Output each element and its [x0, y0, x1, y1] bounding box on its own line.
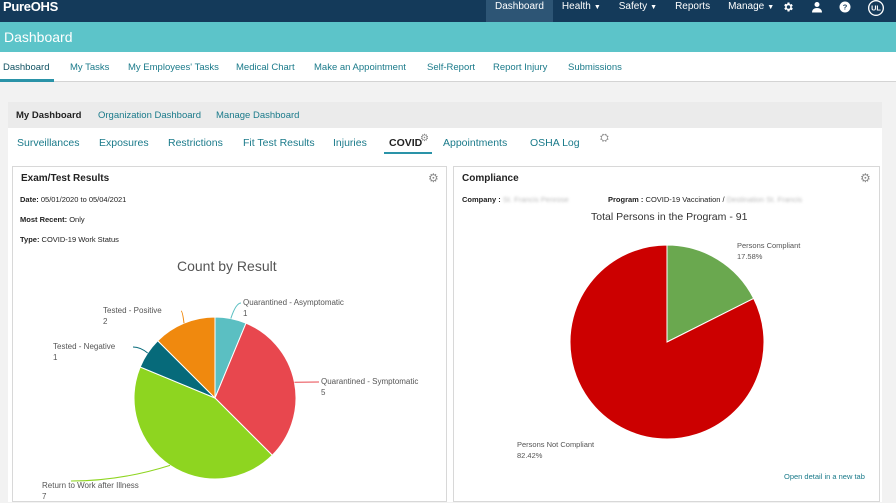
top-nav: Dashboard Health▼ Safety▼ Reports Manage…	[486, 0, 783, 22]
tab-fit-test-results[interactable]: Fit Test Results	[243, 137, 315, 149]
topnav-health[interactable]: Health▼	[553, 0, 610, 22]
subnav-make-appointment[interactable]: Make an Appointment	[314, 62, 406, 73]
subnav-self-report[interactable]: Self-Report	[427, 62, 475, 73]
top-bar: PureOHS Dashboard Health▼ Safety▼ Report…	[0, 0, 896, 22]
exam-test-results-card: Exam/Test Results ⚙ Date: 05/01/2020 to …	[12, 166, 447, 502]
pureohs-logo[interactable]: PureOHS	[3, 0, 58, 14]
active-tab-indicator	[0, 79, 54, 82]
caret-down-icon: ▼	[650, 4, 657, 11]
leader-line	[133, 347, 148, 353]
tab-covid[interactable]: COVID	[389, 137, 422, 149]
subnav-my-tasks[interactable]: My Tasks	[70, 62, 109, 73]
topnav-manage[interactable]: Manage▼	[719, 0, 783, 22]
dashboard-panel: My Dashboard Organization Dashboard Mana…	[8, 102, 882, 502]
topnav-reports[interactable]: Reports	[666, 0, 719, 22]
gear-icon[interactable]: ⚙	[420, 133, 429, 144]
tab-manage-dashboard[interactable]: Manage Dashboard	[216, 110, 299, 121]
count-by-result-pie	[13, 167, 448, 503]
tab-injuries[interactable]: Injuries	[333, 137, 367, 149]
leader-line	[71, 465, 170, 481]
open-detail-link[interactable]: Open detail in a new tab	[784, 472, 865, 481]
page-banner: Dashboard	[0, 22, 896, 52]
active-tab-indicator	[384, 152, 432, 154]
tab-surveillances[interactable]: Surveillances	[17, 137, 79, 149]
subnav-submissions[interactable]: Submissions	[568, 62, 622, 73]
compliance-card: Compliance ⚙ Company : St. Francis Penro…	[453, 166, 880, 502]
gear-icon[interactable]	[778, 0, 798, 16]
user-icon[interactable]	[807, 0, 827, 16]
page-title: Dashboard	[4, 29, 73, 45]
subnav-dashboard[interactable]: Dashboard	[3, 62, 49, 73]
sub-nav: Dashboard My Tasks My Employees' Tasks M…	[0, 52, 896, 82]
tab-osha-log[interactable]: OSHA Log	[530, 137, 580, 149]
ul-logo-icon[interactable]: UL	[866, 0, 886, 16]
camera-settings-icon[interactable]: ⛭	[600, 132, 609, 145]
caret-down-icon: ▼	[594, 4, 601, 11]
tab-appointments[interactable]: Appointments	[443, 137, 507, 149]
leader-line	[231, 303, 241, 319]
leader-line	[181, 311, 184, 323]
topnav-dashboard[interactable]: Dashboard	[486, 0, 553, 22]
svg-text:UL: UL	[871, 4, 881, 13]
tab-my-dashboard[interactable]: My Dashboard	[16, 110, 81, 121]
topnav-dashboard-label: Dashboard	[495, 1, 544, 12]
topnav-health-label: Health	[562, 1, 591, 12]
subnav-medical-chart[interactable]: Medical Chart	[236, 62, 295, 73]
subnav-my-employees-tasks[interactable]: My Employees' Tasks	[128, 62, 219, 73]
topnav-reports-label: Reports	[675, 1, 710, 12]
dashboard-tabs: My Dashboard Organization Dashboard Mana…	[8, 102, 882, 128]
tab-exposures[interactable]: Exposures	[99, 137, 149, 149]
caret-down-icon: ▼	[767, 4, 774, 11]
topnav-manage-label: Manage	[728, 1, 764, 12]
svg-text:?: ?	[843, 3, 848, 12]
tab-restrictions[interactable]: Restrictions	[168, 137, 223, 149]
topnav-safety-label: Safety	[619, 1, 647, 12]
help-icon[interactable]: ?	[835, 0, 855, 16]
topnav-safety[interactable]: Safety▼	[610, 0, 666, 22]
tab-organization-dashboard[interactable]: Organization Dashboard	[98, 110, 201, 121]
subnav-report-injury[interactable]: Report Injury	[493, 62, 547, 73]
